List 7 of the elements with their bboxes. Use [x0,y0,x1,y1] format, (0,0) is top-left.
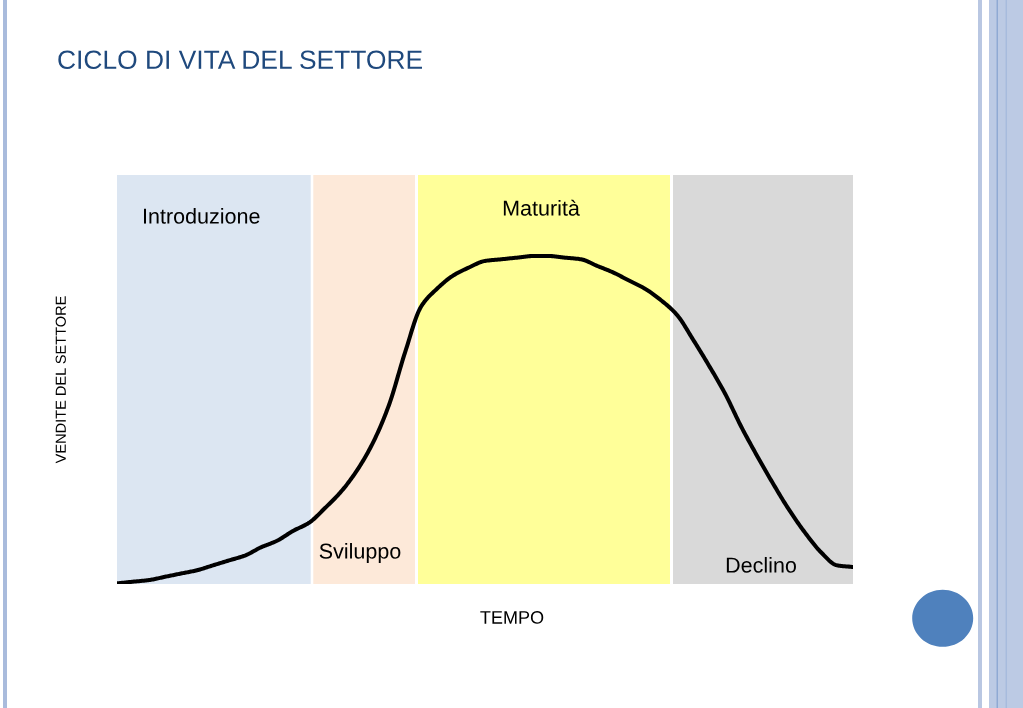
text: Maturità [503,199,580,216]
text: Introduzione [143,207,260,224]
chart-title: CICLO DI VITA DEL SETTORE [58,50,422,70]
x-axis-title: TEMPO [480,611,544,624]
y-axis-title: VENDITE DEL SETTORE [55,296,66,464]
annotation: Declino [726,556,796,573]
annotation: Sviluppo [319,542,401,564]
